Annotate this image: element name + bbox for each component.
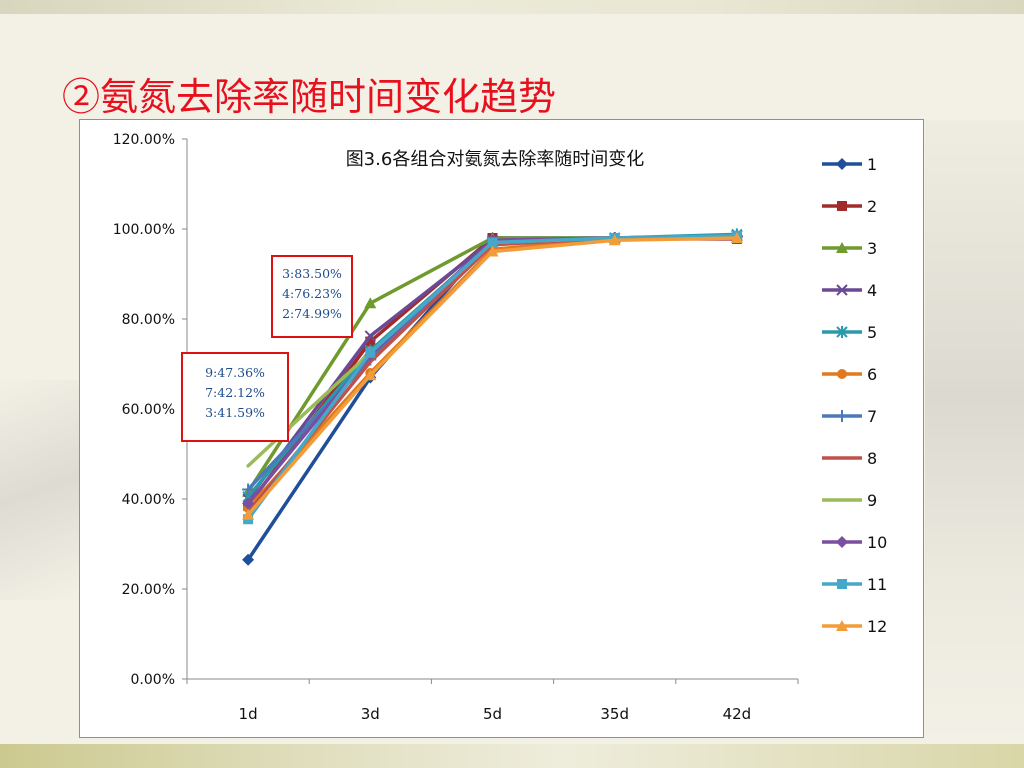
legend-label-12: 12 — [867, 617, 887, 636]
legend-label-10: 10 — [867, 533, 887, 552]
y-tick-label: 20.00% — [122, 582, 175, 598]
top-decor-band — [0, 0, 1024, 14]
legend-label-9: 9 — [867, 491, 877, 510]
legend-marker-5 — [836, 326, 848, 338]
x-tick-label: 35d — [600, 705, 629, 723]
data-point-2 — [365, 336, 376, 347]
legend-label-3: 3 — [867, 239, 877, 258]
legend-marker-10 — [836, 536, 848, 548]
annotation-line: 4:76.23% — [282, 286, 342, 301]
data-point-4 — [364, 330, 377, 342]
data-point-7 — [242, 483, 255, 496]
legend-label-1: 1 — [867, 155, 877, 174]
annotation-line: 7:42.12% — [205, 385, 265, 400]
legend-marker-12 — [836, 620, 848, 631]
y-tick-label: 40.00% — [122, 492, 175, 508]
legend-marker-4 — [836, 284, 848, 296]
data-point-12 — [486, 245, 499, 257]
bottom-decor-band — [0, 744, 1024, 768]
data-point-3 — [364, 297, 377, 309]
slide-title: ②氨氮去除率随时间变化趋势 — [62, 75, 557, 119]
x-tick-label: 5d — [483, 705, 502, 723]
y-tick-label: 80.00% — [122, 312, 175, 328]
legend-label-11: 11 — [867, 575, 887, 594]
legend-label-7: 7 — [867, 407, 877, 426]
annotation-line: 9:47.36% — [205, 365, 265, 380]
data-point-10 — [242, 497, 255, 510]
data-point-12 — [730, 232, 743, 243]
chart-area: 0.00% 20.00% 40.00% 60.00% 80.00% 100.00% 120.… — [79, 119, 924, 738]
legend-label-6: 6 — [867, 365, 877, 384]
data-point-1 — [242, 553, 255, 566]
y-tick-label: 120.00% — [113, 132, 175, 148]
data-point-12 — [364, 369, 377, 381]
legend-marker-2 — [837, 201, 847, 211]
y-tick-label: 60.00% — [122, 402, 175, 418]
x-tick-label: 3d — [361, 705, 380, 723]
legend-label-2: 2 — [867, 197, 877, 216]
background-decor-left — [0, 380, 80, 600]
legend-marker-11 — [837, 579, 847, 589]
annotation-box-1d: 9:47.36% 7:42.12% 3:41.59% — [181, 352, 289, 442]
legend-label-5: 5 — [867, 323, 877, 342]
annotation-line: 2:74.99% — [282, 306, 342, 321]
y-tick-label: 100.00% — [113, 222, 175, 238]
legend-marker-1 — [836, 158, 848, 170]
background-decor-right — [925, 120, 1024, 740]
data-point-12 — [242, 508, 255, 520]
x-tick-label: 42d — [723, 705, 752, 723]
data-point-11 — [487, 237, 498, 248]
x-tick-label: 1d — [239, 705, 258, 723]
legend-marker-7 — [836, 410, 848, 422]
annotation-line: 3:41.59% — [205, 405, 265, 420]
annotation-box-3d: 3:83.50% 4:76.23% 2:74.99% — [271, 255, 353, 338]
line-chart: 0.00% 20.00% 40.00% 60.00% 80.00% 100.00% 120.… — [113, 132, 888, 723]
data-point-11 — [365, 347, 376, 358]
annotation-line: 3:83.50% — [282, 266, 342, 281]
data-point-12 — [608, 234, 621, 246]
y-tick-label: 0.00% — [131, 672, 175, 688]
chart-title: 图3.6各组合对氨氮去除率随时间变化 — [346, 149, 645, 170]
legend-label-8: 8 — [867, 449, 877, 468]
legend-label-4: 4 — [867, 281, 877, 300]
legend-marker-6 — [837, 369, 847, 379]
legend-marker-3 — [836, 242, 848, 253]
